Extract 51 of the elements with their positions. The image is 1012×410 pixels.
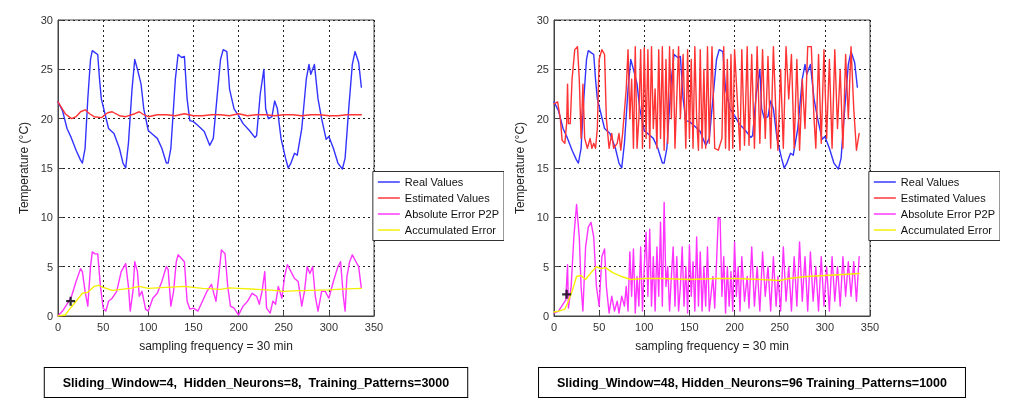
line-series bbox=[57, 101, 363, 120]
x-tick-label: 50 bbox=[593, 320, 606, 333]
text: Sliding_Window=48, Hidden_Neurons=96 Training_Patterns=1000 bbox=[557, 375, 948, 390]
y-tick-label: 10 bbox=[40, 211, 53, 224]
y-tick-label: 0 bbox=[46, 310, 53, 322]
x-tick-label: 350 bbox=[364, 320, 384, 333]
y-tick-label: 20 bbox=[536, 112, 549, 125]
y-tick-label: 30 bbox=[536, 14, 549, 26]
x-tick-label: 150 bbox=[680, 320, 699, 333]
y-axis-title: Temperature (°C) bbox=[512, 121, 527, 215]
line-series bbox=[57, 249, 363, 317]
x-tick-label: 100 bbox=[635, 320, 654, 333]
x-tick-label: 250 bbox=[274, 320, 293, 333]
y-tick-label: 15 bbox=[40, 162, 53, 174]
x-tick-label: 100 bbox=[139, 320, 158, 333]
y-tick-label: 5 bbox=[46, 260, 53, 273]
y-tick-label: 25 bbox=[40, 63, 53, 76]
line-series bbox=[553, 45, 860, 151]
line-series bbox=[553, 201, 860, 314]
legend-label: Real Values bbox=[900, 176, 960, 188]
x-tick-label: 0 bbox=[54, 320, 62, 333]
y-tick-label: 20 bbox=[40, 112, 53, 125]
y-axis-title: Temperature (°C) bbox=[16, 121, 31, 215]
y-tick-label: 30 bbox=[40, 14, 53, 26]
y-tick-label: 15 bbox=[536, 162, 549, 174]
text: Sliding_Window=4, Hidden_Neurons=8, Training_Patterns=3000 bbox=[62, 375, 450, 390]
x-axis-title: sampling frequency = 30 min bbox=[635, 339, 789, 353]
y-tick-label: 10 bbox=[536, 211, 549, 224]
line-series bbox=[553, 265, 860, 313]
legend-label: Real Values bbox=[404, 176, 464, 188]
x-tick-label: 300 bbox=[319, 320, 339, 333]
x-tick-label: 300 bbox=[815, 320, 835, 333]
y-tick-label: 25 bbox=[536, 63, 549, 76]
x-tick-label: 200 bbox=[725, 320, 744, 333]
x-tick-label: 250 bbox=[770, 320, 789, 333]
legend-label: Absolute Error P2P bbox=[404, 208, 499, 220]
y-tick-label: 0 bbox=[542, 310, 549, 322]
x-axis-title: sampling frequency = 30 min bbox=[139, 339, 293, 353]
legend-label: Accumulated Error bbox=[900, 224, 993, 236]
x-tick-label: 50 bbox=[97, 320, 110, 333]
line-series bbox=[57, 284, 363, 317]
x-tick-label: 150 bbox=[184, 320, 203, 333]
legend-label: Estimated Values bbox=[404, 192, 491, 204]
y-tick-label: 5 bbox=[542, 260, 549, 273]
legend-label: Absolute Error P2P bbox=[900, 208, 995, 220]
x-tick-label: 200 bbox=[229, 320, 248, 333]
legend-label: Estimated Values bbox=[900, 192, 987, 204]
line-series bbox=[57, 48, 363, 170]
x-tick-label: 350 bbox=[860, 320, 880, 333]
legend-label: Accumulated Error bbox=[404, 224, 497, 236]
x-tick-label: 0 bbox=[550, 320, 558, 333]
